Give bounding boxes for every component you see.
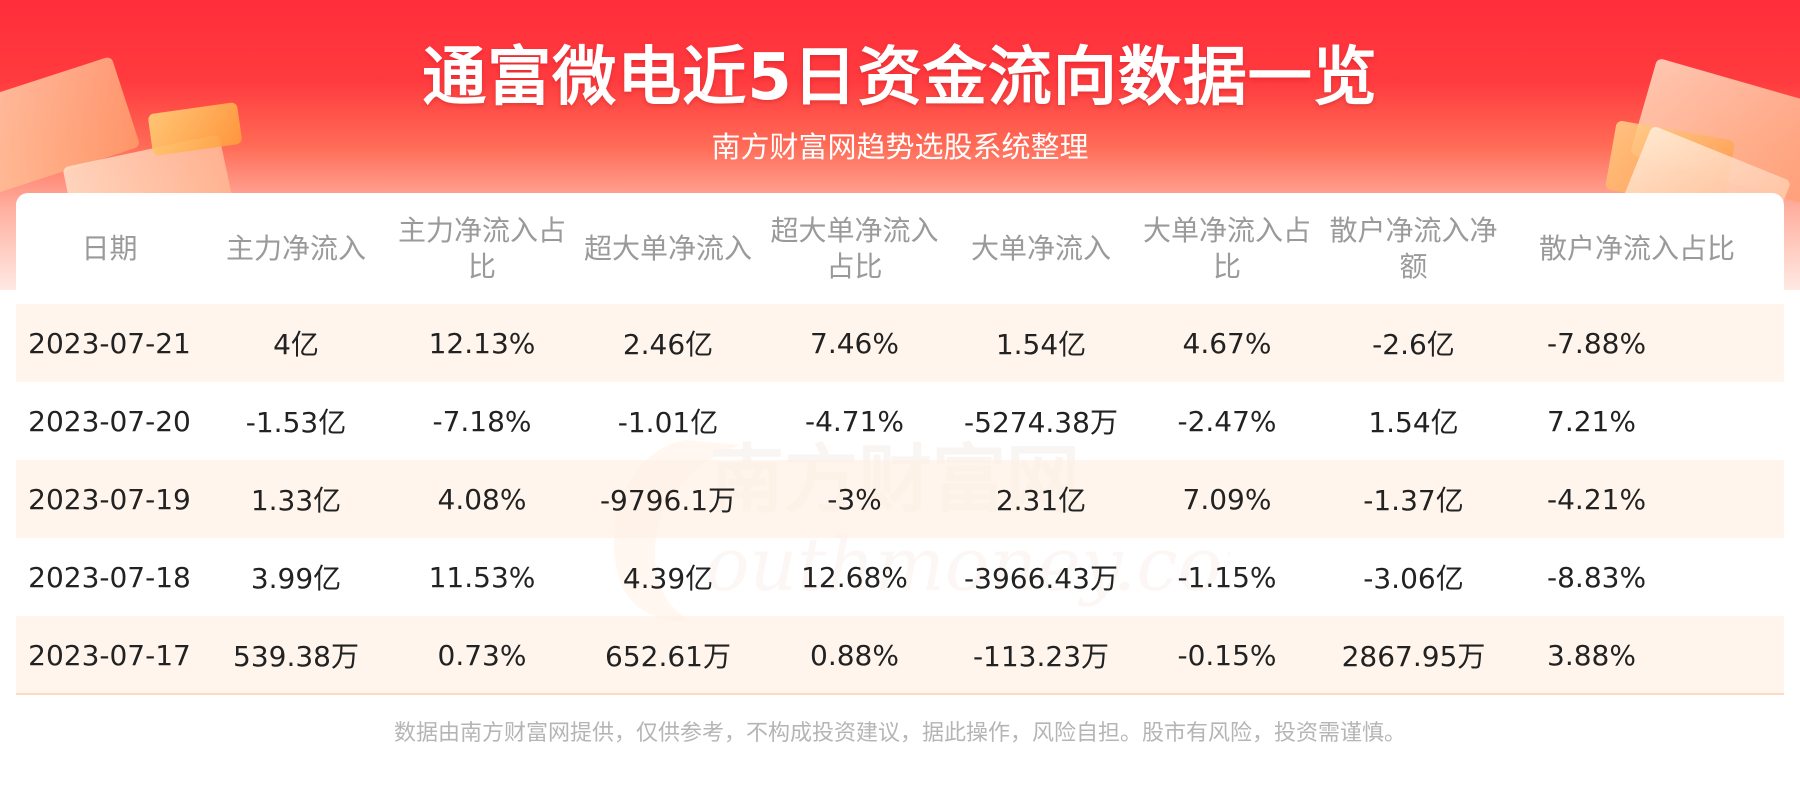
column-header-date: 日期 (81, 231, 138, 265)
table-row: 2023-07-21 4亿 12.13% 2.46亿 7.46% 1.54亿 4… (16, 304, 1784, 382)
table-cell: -0.15% (1177, 638, 1277, 672)
table-cell: -4.71% (804, 404, 905, 438)
table-cell: -3.06亿 (1363, 562, 1464, 595)
table-row: 2023-07-19 1.33亿 4.08% -9796.1万 -3% 2.31… (16, 460, 1784, 538)
table-header-row: 日期 主力净流入 主力净流入占比 超大单净流入 超大单净流入占比 大单净流入 大… (16, 193, 1784, 304)
column-header-retail-net-inflow: 散户净流入净额 (1329, 213, 1498, 283)
page-title: 通富微电近5日资金流向数据一览 (422, 41, 1378, 115)
table-cell: -9796.1万 (599, 484, 737, 517)
table-cell: 12.68% (801, 560, 908, 594)
table-cell: -2.47% (1177, 404, 1277, 438)
page-subtitle: 南方财富网趋势选股系统整理 (711, 130, 1089, 164)
table-cell: -8.83% (1547, 560, 1647, 594)
table-cell: -1.37亿 (1363, 484, 1464, 517)
table-cell: 7.46% (810, 326, 899, 360)
column-header-super-large-net-inflow-ratio: 超大单净流入占比 (770, 213, 939, 283)
footer-disclaimer: 数据由南方财富网提供，仅供参考，不构成投资建议，据此操作，风险自担。股市有风险，… (393, 721, 1406, 746)
table-cell-date: 2023-07-20 (28, 404, 191, 438)
table-cell: 4.67% (1182, 326, 1272, 360)
table-cell: -4.21% (1547, 482, 1647, 516)
column-header-large-net-inflow-ratio: 大单净流入占比 (1142, 213, 1311, 283)
table-cell: -5274.38万 (964, 406, 1118, 439)
table-cell: -7.18% (432, 404, 532, 438)
column-header-retail-net-inflow-ratio: 散户净流入占比 (1539, 231, 1736, 265)
table-cell: -3% (827, 482, 882, 516)
column-header-super-large-net-inflow: 超大单净流入 (583, 231, 752, 265)
table-cell: 652.61万 (605, 640, 731, 673)
table-cell: 3.88% (1547, 638, 1636, 672)
table-row: 2023-07-20 -1.53亿 -7.18% -1.01亿 -4.71% -… (16, 382, 1784, 460)
table-cell: 12.13% (428, 326, 536, 360)
table-cell: 2.31亿 (995, 484, 1087, 517)
table-row: 2023-07-18 3.99亿 11.53% 4.39亿 12.68% -39… (16, 538, 1784, 616)
table-cell: 539.38万 (233, 640, 359, 673)
table-cell: -3966.43万 (964, 562, 1118, 595)
table-cell: 7.21% (1547, 404, 1636, 438)
table-cell: 1.33亿 (250, 484, 342, 517)
table-cell: -113.23万 (972, 640, 1110, 673)
footer-divider (16, 693, 1784, 695)
table-cell: 0.73% (437, 638, 527, 672)
table-cell: 4亿 (273, 328, 319, 361)
table-cell-date: 2023-07-19 (28, 482, 191, 516)
table-row: 2023-07-17 539.38万 0.73% 652.61万 0.88% -… (16, 616, 1784, 694)
table-cell: 1.54亿 (995, 328, 1087, 361)
table-cell: 3.99亿 (250, 562, 342, 595)
table-cell-date: 2023-07-21 (28, 326, 191, 360)
table-cell-date: 2023-07-18 (28, 560, 191, 594)
table-card (16, 193, 1784, 800)
table-cell: 1.54亿 (1368, 406, 1459, 439)
table-cell: 4.39亿 (622, 562, 714, 595)
table-cell: -7.88% (1547, 326, 1647, 360)
table-cell: -1.15% (1177, 560, 1277, 594)
table-cell: 7.09% (1182, 482, 1272, 516)
table-cell: -1.53亿 (245, 406, 347, 439)
table-cell: 0.88% (810, 638, 899, 672)
table-cell: 11.53% (428, 560, 536, 594)
table-cell: 2867.95万 (1341, 640, 1486, 673)
table-cell: -2.6亿 (1372, 328, 1455, 361)
table-cell: -1.01亿 (617, 406, 719, 439)
table-cell-date: 2023-07-17 (28, 638, 191, 672)
table-cell: 2.46亿 (622, 328, 714, 361)
column-header-main-net-inflow-ratio: 主力净流入占比 (397, 213, 566, 283)
fund-flow-table: 日期 主力净流入 主力净流入占比 超大单净流入 超大单净流入占比 大单净流入 大… (16, 193, 1784, 694)
column-header-main-net-inflow: 主力净流入 (225, 231, 366, 265)
column-header-large-net-inflow: 大单净流入 (970, 231, 1111, 265)
table-cell: 4.08% (437, 482, 527, 516)
